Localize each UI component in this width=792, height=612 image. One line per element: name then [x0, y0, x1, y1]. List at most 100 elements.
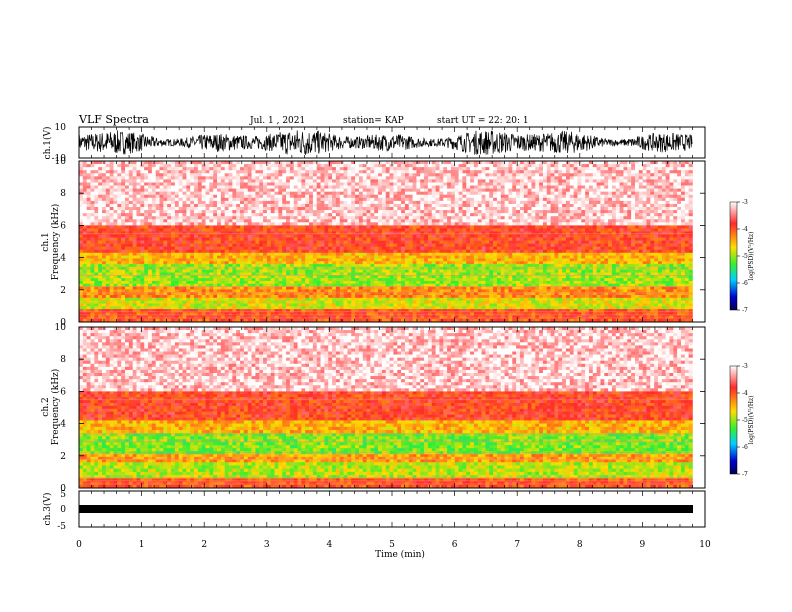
heatmap-cell: [217, 179, 222, 183]
heatmap-cell: [458, 252, 463, 256]
heatmap-cell: [266, 222, 272, 226]
heatmap-cell: [159, 188, 164, 192]
heatmap-cell: [255, 203, 260, 208]
heatmap-cell: [654, 210, 659, 214]
heatmap-cell: [462, 164, 467, 168]
heatmap-cell: [151, 237, 156, 241]
heatmap-cell: [90, 191, 95, 196]
heatmap-cell: [117, 210, 122, 214]
heatmap-cell: [366, 219, 371, 223]
heatmap-cell: [592, 243, 597, 247]
heatmap-cell: [454, 167, 459, 171]
heatmap-cell: [289, 210, 295, 214]
heatmap-cell: [539, 222, 544, 226]
heatmap-cell: [243, 185, 248, 189]
heatmap-cell: [493, 216, 498, 220]
heatmap-cell: [194, 210, 199, 214]
heatmap-cell: [493, 240, 498, 244]
heatmap-cell: [485, 197, 490, 202]
heatmap-cell: [374, 228, 379, 232]
heatmap-cell: [274, 200, 279, 205]
heatmap-cell: [531, 243, 536, 247]
heatmap-cell: [665, 210, 670, 214]
heatmap-cell: [493, 164, 498, 168]
heatmap-cell: [401, 228, 406, 232]
heatmap-cell: [374, 234, 379, 238]
heatmap-cell: [148, 170, 153, 174]
heatmap-cell: [569, 200, 574, 205]
heatmap-cell: [121, 246, 126, 251]
heatmap-cell: [151, 234, 156, 238]
heatmap-cell: [527, 164, 532, 168]
heatmap-cell: [374, 203, 379, 208]
heatmap-cell: [324, 252, 329, 256]
heatmap-cell: [546, 191, 551, 196]
heatmap-cell: [324, 182, 329, 186]
heatmap-cell: [646, 179, 651, 183]
heatmap-cell: [673, 179, 678, 183]
heatmap-cell: [657, 179, 663, 183]
heatmap-cell: [121, 207, 126, 211]
heatmap-cell: [512, 182, 517, 186]
heatmap-cell: [358, 210, 364, 214]
heatmap-cell: [339, 200, 344, 205]
heatmap-cell: [140, 179, 145, 183]
heatmap-cell: [439, 234, 444, 238]
heatmap-cell: [627, 216, 632, 220]
heatmap-cell: [661, 219, 666, 223]
heatmap-cell: [282, 240, 287, 244]
heatmap-cell: [485, 173, 490, 177]
heatmap-cell: [132, 173, 137, 177]
heatmap-cell: [113, 219, 118, 223]
heatmap-cell: [125, 191, 130, 196]
heatmap-cell: [454, 252, 459, 256]
heatmap-cell: [435, 222, 440, 226]
heatmap-cell: [355, 164, 360, 168]
heatmap-cell: [213, 237, 218, 241]
ch1-waveform-trace: [78, 130, 693, 156]
heatmap-cell: [194, 249, 199, 254]
heatmap-cell: [79, 170, 84, 174]
heatmap-cell: [615, 213, 620, 217]
heatmap-cell: [615, 161, 620, 165]
heatmap-cell: [263, 176, 268, 180]
heatmap-cell: [312, 237, 318, 241]
heatmap-cell: [466, 249, 471, 254]
heatmap-cell: [615, 246, 620, 251]
heatmap-cell: [596, 219, 601, 223]
heatmap-cell: [412, 222, 417, 226]
heatmap-cell: [98, 225, 103, 229]
heatmap-cell: [174, 252, 179, 256]
heatmap-cell: [243, 164, 248, 168]
heatmap-cell: [259, 213, 264, 217]
heatmap-cell: [646, 188, 651, 192]
heatmap-cell: [247, 234, 252, 238]
heatmap-cell: [255, 161, 260, 165]
heatmap-cell: [393, 234, 398, 238]
heatmap-cell: [646, 207, 651, 211]
heatmap-cell: [301, 191, 306, 196]
heatmap-cell: [140, 237, 145, 241]
heatmap-cell: [113, 185, 118, 189]
heatmap-cell: [654, 249, 659, 254]
heatmap-cell: [481, 194, 486, 199]
heatmap-cell: [209, 164, 214, 168]
heatmap-cell: [604, 185, 609, 189]
heatmap-cell: [527, 188, 532, 192]
heatmap-cell: [90, 255, 95, 259]
heatmap-cell: [140, 173, 145, 177]
heatmap-cell: [378, 234, 383, 238]
heatmap-cell: [109, 207, 114, 211]
heatmap-cell: [117, 176, 122, 180]
heatmap-cell: [90, 210, 95, 214]
heatmap-cell: [385, 188, 390, 192]
heatmap-cell: [109, 243, 114, 247]
heatmap-cell: [688, 164, 693, 168]
heatmap-cell: [343, 219, 348, 223]
heatmap-cell: [178, 207, 183, 211]
heatmap-cell: [332, 200, 337, 205]
heatmap-cell: [500, 234, 505, 238]
heatmap-cell: [565, 237, 571, 241]
heatmap-cell: [263, 243, 268, 247]
heatmap-cell: [117, 225, 122, 229]
